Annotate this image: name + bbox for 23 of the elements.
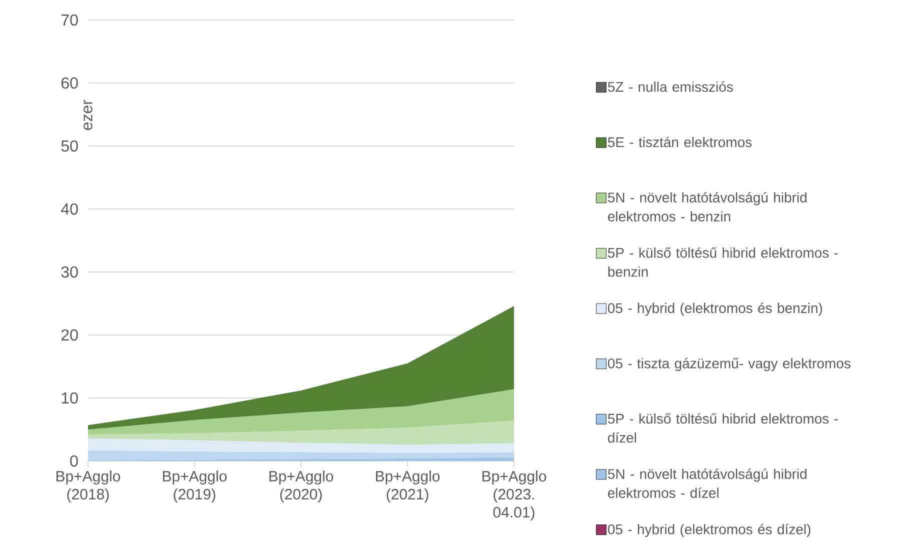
legend-label: 05 - hybrid (elektromos és benzin) (608, 302, 822, 316)
x-tick-label: Bp+Agglo (2021) (376, 470, 440, 502)
legend-label: 5E - tisztán elektromos (608, 136, 752, 148)
x-tick-label: Bp+Agglo (2020) (270, 470, 334, 502)
y-tick-label: 10 (62, 392, 78, 404)
legend-label: 5P - külső töltésű hibrid elektromos - dízel (608, 413, 838, 443)
y-tick-label: 50 (61, 140, 78, 152)
y-tick-label: 0 (70, 455, 78, 467)
legend-label: 5Z - nulla emissziós (608, 81, 733, 92)
x-tick-label: Bp+Agglo (2023. 04.01) (482, 470, 546, 520)
legend-label: 5N - növelt hatótávolságú hibrid elektromos - dízel (608, 468, 806, 498)
y-tick-label: 20 (61, 329, 78, 341)
legend-label: 5N - növelt hatótávolságú hibrid elektromos - benzin (608, 192, 806, 222)
legend-label: 5P - külső töltésű hibrid elektromos - benzin (608, 247, 838, 277)
y-tick-label: 60 (61, 77, 78, 89)
y-tick-label: 70 (62, 14, 78, 26)
x-tick-label: Bp+Agglo (2018) (56, 470, 120, 502)
legend-label: 05 - hybrid (elektromos és dízel) (608, 524, 810, 538)
x-tick-label: Bp+Agglo (2019) (163, 470, 227, 502)
legend-label: 05 - tiszta gázüzemű- vagy elektromos (608, 358, 850, 372)
y-tick-label: 30 (61, 266, 78, 278)
y-tick-label: 40 (61, 203, 78, 215)
y-axis-title: ezer (84, 100, 92, 130)
